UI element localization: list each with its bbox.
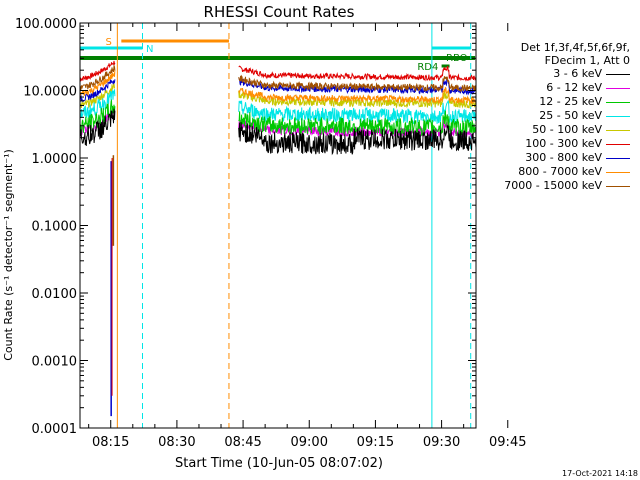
y-tick-label: 100.0000: [15, 17, 77, 32]
y-tick-label: 0.0010: [32, 355, 78, 370]
x-tick-label: 09:45: [489, 435, 526, 450]
y-tick-label: 0.0001: [32, 422, 78, 437]
y-tick-label: 1.0000: [32, 152, 78, 167]
legend-entry: 25 - 50 keV: [470, 109, 630, 123]
legend-entry: 800 - 7000 keV: [470, 165, 630, 179]
series-line-8: [79, 63, 116, 91]
legend-swatch: [606, 116, 630, 117]
chart-title: RHESSI Count Rates: [204, 3, 355, 21]
series-line-0: [79, 108, 116, 146]
legend-entry: 50 - 100 keV: [470, 123, 630, 137]
series-line-7: [79, 70, 116, 96]
series-line-3: [79, 89, 116, 119]
legend-entry: 3 - 6 keV: [470, 67, 630, 81]
legend-swatch: [606, 158, 630, 159]
saa-label: S: [105, 37, 111, 48]
y-tick-label: 10.0000: [23, 85, 77, 100]
legend-swatch: [606, 74, 630, 75]
night-label: N: [146, 44, 153, 55]
legend-swatch: [606, 144, 630, 145]
x-axis-label: Start Time (10-Jun-05 08:07:02): [175, 456, 383, 471]
x-tick-label: 08:15: [92, 435, 129, 450]
rd4-label: RD4: [417, 62, 438, 73]
legend-swatch: [606, 88, 630, 89]
legend-header: Det 1f,3f,4f,5f,6f,9f,: [520, 41, 630, 54]
legend-entry: 6 - 12 keV: [470, 81, 630, 95]
legend-swatch: [606, 186, 630, 187]
legend-swatch: [606, 130, 630, 131]
footer-timestamp: 17-Oct-2021 14:18: [562, 469, 638, 478]
legend-entry: 7000 - 15000 keV: [470, 179, 630, 193]
x-tick-label: 09:00: [291, 435, 328, 450]
x-tick-label: 08:30: [158, 435, 195, 450]
series-line-3: [238, 100, 477, 126]
series-line-7: [238, 86, 477, 106]
series-line-5: [79, 60, 116, 82]
series-line-5: [238, 65, 477, 82]
legend-entry: 12 - 25 keV: [470, 95, 630, 109]
x-tick-label: 08:45: [224, 435, 261, 450]
legend-entry: 100 - 300 keV: [470, 137, 630, 151]
x-tick-label: 09:30: [423, 435, 460, 450]
series-line-4: [238, 90, 477, 109]
y-tick-label: 0.1000: [32, 220, 78, 235]
legend-header: FDecim 1, Att 0: [544, 54, 630, 67]
legend-swatch: [606, 102, 630, 103]
series-line-1: [79, 107, 116, 138]
legend-swatch: [606, 172, 630, 173]
series-line-0: [238, 122, 477, 156]
y-tick-label: 0.0100: [32, 287, 78, 302]
rbo-label: RBO: [446, 53, 468, 64]
series-line-2: [79, 98, 116, 134]
y-axis-label: Count Rate (s⁻¹ detector⁻¹ segment⁻¹): [2, 149, 15, 361]
legend-entry: 300 - 800 keV: [470, 151, 630, 165]
series-line-4: [79, 83, 116, 110]
x-tick-label: 09:15: [357, 435, 394, 450]
series-line-8: [238, 74, 477, 93]
